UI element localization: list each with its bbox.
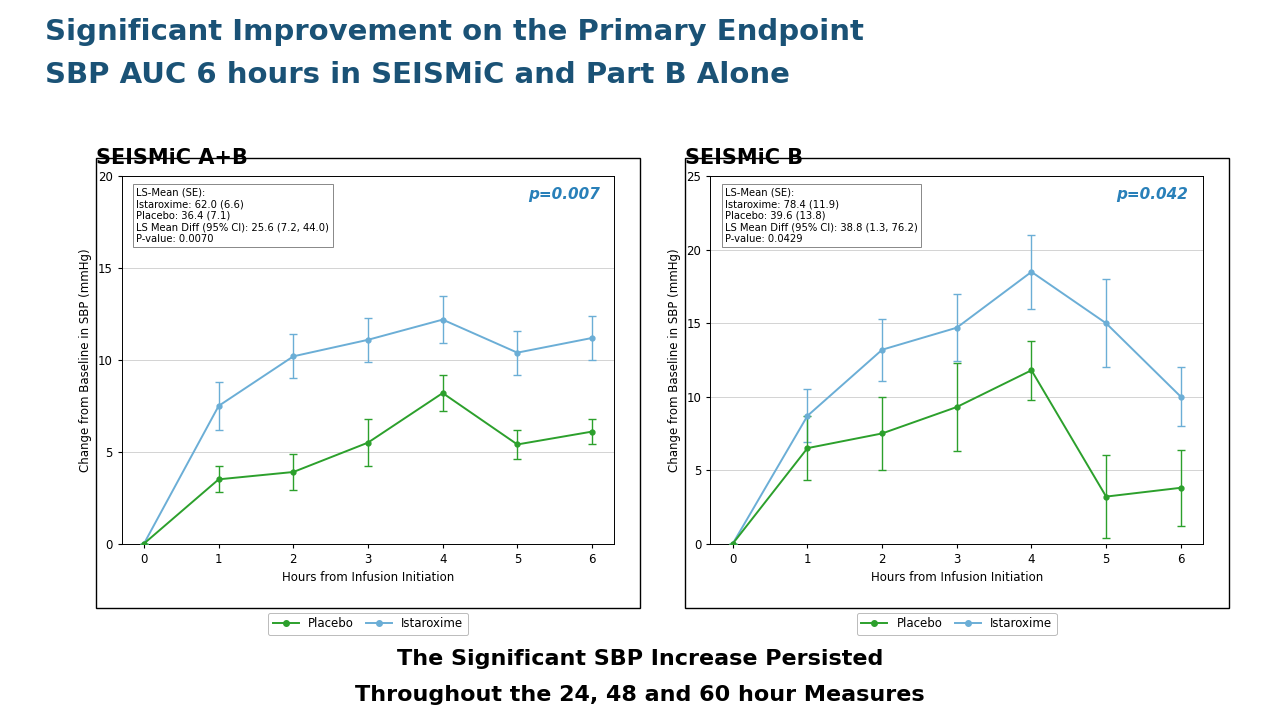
Text: The Significant SBP Increase Persisted: The Significant SBP Increase Persisted: [397, 649, 883, 669]
Text: SEISMiC B: SEISMiC B: [685, 148, 803, 168]
Text: Significant Improvement on the Primary Endpoint: Significant Improvement on the Primary E…: [45, 18, 864, 46]
Text: p=0.007: p=0.007: [527, 187, 599, 202]
Text: p=0.042: p=0.042: [1116, 187, 1188, 202]
Y-axis label: Change from Baseline in SBP (mmHg): Change from Baseline in SBP (mmHg): [668, 248, 681, 472]
Text: SEISMiC A+B: SEISMiC A+B: [96, 148, 248, 168]
Legend: Placebo, Istaroxime: Placebo, Istaroxime: [268, 613, 468, 635]
Text: SBP AUC 6 hours in SEISMiC and Part B Alone: SBP AUC 6 hours in SEISMiC and Part B Al…: [45, 61, 790, 89]
Legend: Placebo, Istaroxime: Placebo, Istaroxime: [856, 613, 1057, 635]
X-axis label: Hours from Infusion Initiation: Hours from Infusion Initiation: [870, 571, 1043, 584]
Y-axis label: Change from Baseline in SBP (mmHg): Change from Baseline in SBP (mmHg): [79, 248, 92, 472]
Text: LS-Mean (SE):
Istaroxime: 78.4 (11.9)
Placebo: 39.6 (13.8)
LS Mean Diff (95% CI): LS-Mean (SE): Istaroxime: 78.4 (11.9) Pl…: [726, 187, 918, 244]
Text: Throughout the 24, 48 and 60 hour Measures: Throughout the 24, 48 and 60 hour Measur…: [355, 685, 925, 705]
X-axis label: Hours from Infusion Initiation: Hours from Infusion Initiation: [282, 571, 454, 584]
Text: LS-Mean (SE):
Istaroxime: 62.0 (6.6)
Placebo: 36.4 (7.1)
LS Mean Diff (95% CI): : LS-Mean (SE): Istaroxime: 62.0 (6.6) Pla…: [137, 187, 329, 244]
